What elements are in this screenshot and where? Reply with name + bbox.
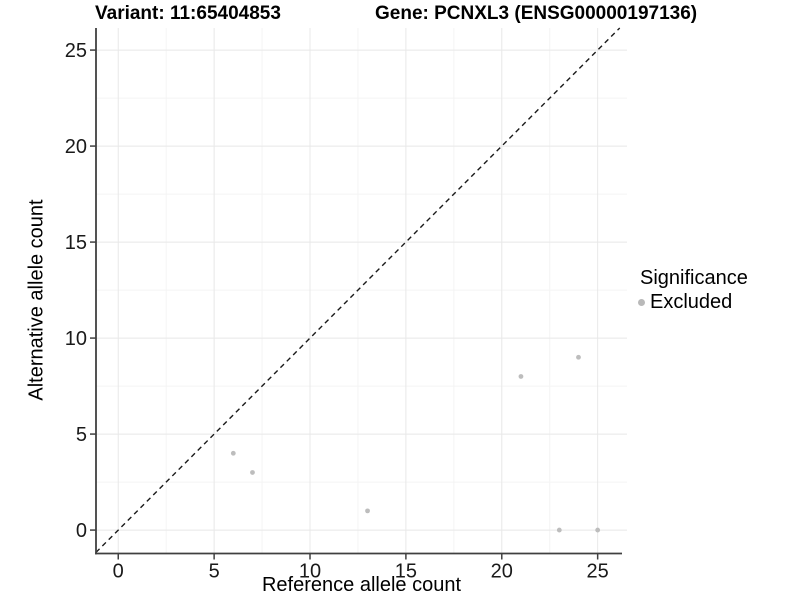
variant-title: Variant: 11:65404853 [95, 3, 281, 24]
x-tick-label: 5 [209, 561, 220, 583]
x-tick-label: 15 [395, 561, 417, 583]
y-tick-label: 10 [65, 328, 87, 350]
legend: Significance Excluded [638, 267, 748, 314]
y-tick-label: 20 [65, 136, 87, 158]
excluded-point-icon [638, 299, 645, 306]
data-point [595, 527, 601, 533]
data-point [250, 470, 255, 475]
x-tick-label: 0 [113, 561, 124, 583]
data-point [230, 450, 236, 456]
y-axis-title: Alternative allele count [25, 199, 48, 401]
x-axis-title: Reference allele count [261, 574, 461, 596]
data-point [556, 527, 562, 533]
x-tick-label: 10 [299, 561, 321, 583]
y-tick-label: 15 [65, 232, 87, 254]
legend-title: Significance [640, 267, 748, 289]
y-tick-label: 0 [76, 520, 87, 542]
gene-title: Gene: PCNXL3 (ENSG00000197136) [375, 3, 698, 24]
y-tick-label: 25 [65, 40, 87, 62]
identity-dashed-line [95, 27, 621, 553]
legend-item-excluded: Excluded [638, 291, 748, 314]
y-tick-label: 5 [76, 424, 87, 446]
data-point [576, 354, 581, 360]
x-tick-label: 20 [491, 561, 513, 583]
x-tick-label: 25 [587, 561, 609, 583]
data-point [518, 374, 524, 379]
data-point [365, 508, 370, 514]
legend-item-label: Excluded [650, 291, 733, 313]
